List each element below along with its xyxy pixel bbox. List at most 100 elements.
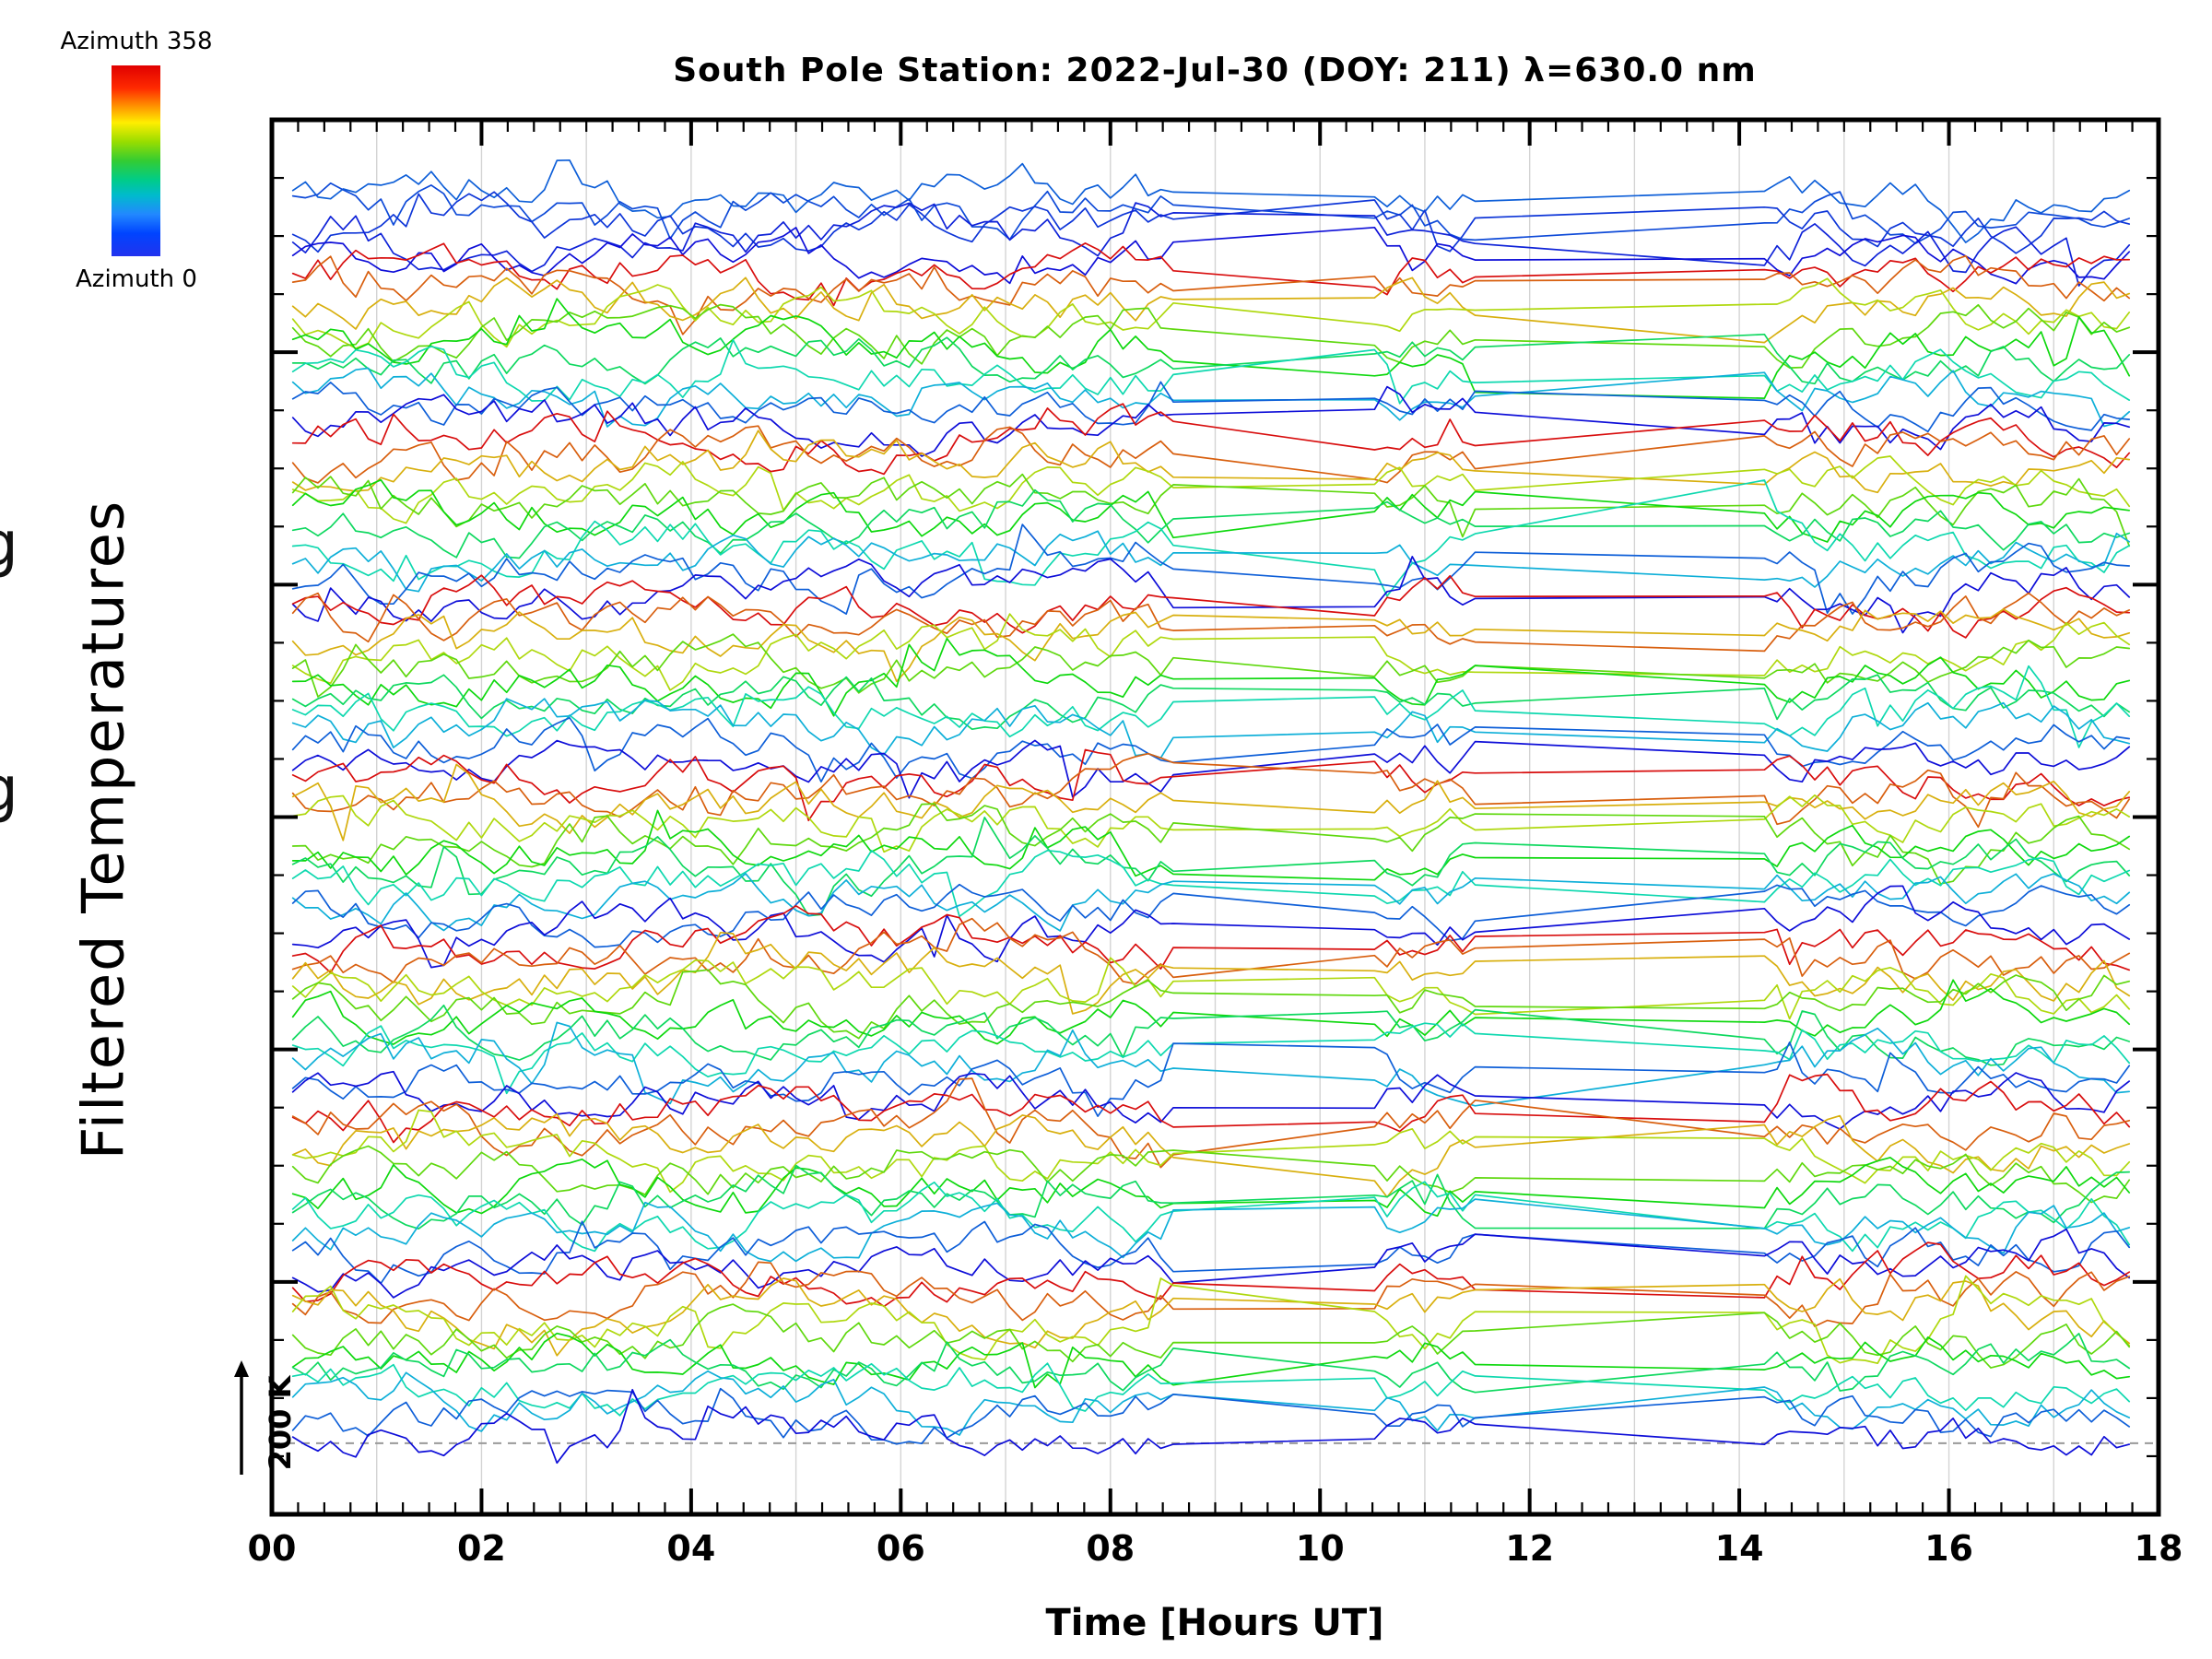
temperature-trace	[291, 381, 2131, 433]
temperature-trace	[291, 1220, 2131, 1285]
temperature-trace	[291, 1077, 2131, 1169]
temperature-trace	[291, 530, 2131, 593]
clipped-edge-glyph-upper: g	[0, 509, 18, 580]
temperature-trace	[291, 1241, 2131, 1308]
x-tick-label: 10	[1295, 1528, 1345, 1569]
temperature-trace	[291, 748, 2131, 822]
temperature-trace	[291, 276, 2131, 344]
x-tick-label: 14	[1714, 1528, 1764, 1569]
temperature-trace	[291, 931, 2131, 1015]
x-tick-label: 16	[1924, 1528, 1973, 1569]
temperature-trace	[291, 957, 2131, 1020]
temperature-trace	[291, 473, 2131, 547]
temperature-traces	[291, 159, 2131, 1465]
temperature-trace	[291, 1145, 2131, 1204]
temperature-trace	[291, 333, 2131, 385]
x-tick-label: 18	[2134, 1528, 2183, 1569]
temperature-trace	[291, 524, 2131, 615]
x-tick-label: 04	[666, 1528, 716, 1569]
temperature-trace	[291, 1041, 2131, 1117]
temperature-trace	[291, 1157, 2131, 1218]
temperature-trace	[291, 1004, 2131, 1066]
temperature-trace	[291, 277, 2131, 349]
temperature-trace	[291, 1277, 2131, 1357]
temperature-trace	[291, 455, 2131, 524]
temperature-trace	[291, 1109, 2131, 1194]
scale-bar-label: 200 K	[263, 1375, 298, 1471]
temperature-trace	[291, 338, 2131, 405]
temperature-trace	[291, 716, 2131, 783]
x-tick-label: 08	[1086, 1528, 1135, 1569]
x-tick-label: 06	[876, 1528, 925, 1569]
temperature-trace	[291, 254, 2131, 335]
temperature-trace	[291, 202, 2131, 287]
x-tick-label: 12	[1505, 1528, 1555, 1569]
temperature-trace	[291, 191, 2131, 254]
azimuth-colorbar	[112, 65, 160, 256]
x-axis-label: Time [Hours UT]	[1045, 1602, 1384, 1644]
temperature-trace	[291, 817, 2131, 917]
temperature-trace	[291, 1228, 2131, 1299]
temperature-trace	[291, 1070, 2131, 1130]
temperature-trace	[291, 429, 2131, 494]
temperature-trace	[291, 425, 2131, 484]
temperature-trace	[291, 1022, 2131, 1095]
temperature-trace	[291, 488, 2131, 559]
colorbar-top-label: Azimuth 358	[60, 28, 213, 55]
y-axis-label: Filtered Temperatures	[69, 499, 137, 1160]
temperature-trace	[291, 159, 2131, 243]
temperature-trace	[291, 1387, 2131, 1445]
temperature-trace	[291, 592, 2131, 653]
temperature-trace	[291, 385, 2131, 457]
temperature-trace	[291, 1181, 2131, 1253]
temperature-trace	[291, 752, 2131, 829]
temperature-trace	[291, 1370, 2131, 1436]
temperature-trace	[291, 883, 2131, 948]
temperature-trace	[291, 1198, 2131, 1263]
temperature-trace	[291, 674, 2131, 731]
axis-ticks	[270, 118, 2160, 1516]
temperature-trace	[291, 979, 2131, 1045]
temperature-trace	[291, 969, 2131, 1040]
temperature-trace	[291, 298, 2131, 399]
temperature-trace	[291, 608, 2131, 683]
temperature-trace	[291, 917, 2131, 985]
scale-arrow	[234, 1360, 249, 1475]
temperature-trace	[291, 226, 2131, 285]
temperature-trace	[291, 303, 2131, 369]
clipped-edge-glyph-lower: g	[0, 754, 18, 825]
temperature-trace	[291, 1275, 2131, 1365]
temperature-trace	[291, 794, 2131, 853]
temperature-trace	[291, 803, 2131, 885]
temperature-trace	[291, 1362, 2131, 1417]
temperature-trace	[291, 479, 2131, 597]
temperature-trace	[291, 613, 2131, 691]
temperature-trace	[291, 367, 2131, 428]
temperature-trace	[291, 1332, 2131, 1389]
temperature-trace	[291, 698, 2131, 759]
temperature-trace	[291, 1333, 2131, 1394]
temperature-trace	[291, 1073, 2131, 1144]
temperature-trace	[291, 1261, 2131, 1327]
temperature-trace	[291, 637, 2131, 717]
temperature-trace	[291, 665, 2131, 748]
temperature-trace	[291, 872, 2131, 932]
colorbar-bottom-label: Azimuth 0	[76, 265, 197, 293]
temperature-trace	[291, 809, 2131, 881]
temperature-trace	[291, 849, 2131, 918]
temperature-trace	[291, 763, 2131, 841]
temperature-trace	[291, 478, 2131, 543]
temperature-trace	[291, 1112, 2131, 1198]
temperature-trace	[291, 885, 2131, 969]
temperature-trace	[291, 182, 2131, 244]
temperature-trace	[291, 1388, 2131, 1465]
temperature-trace	[291, 403, 2131, 476]
temperature-trace	[291, 904, 2131, 974]
temperature-trace	[291, 242, 2131, 307]
temperature-trace	[291, 1021, 2131, 1107]
x-tick-label: 00	[247, 1528, 297, 1569]
temperature-trace	[291, 739, 2131, 799]
temperature-trace	[291, 574, 2131, 639]
